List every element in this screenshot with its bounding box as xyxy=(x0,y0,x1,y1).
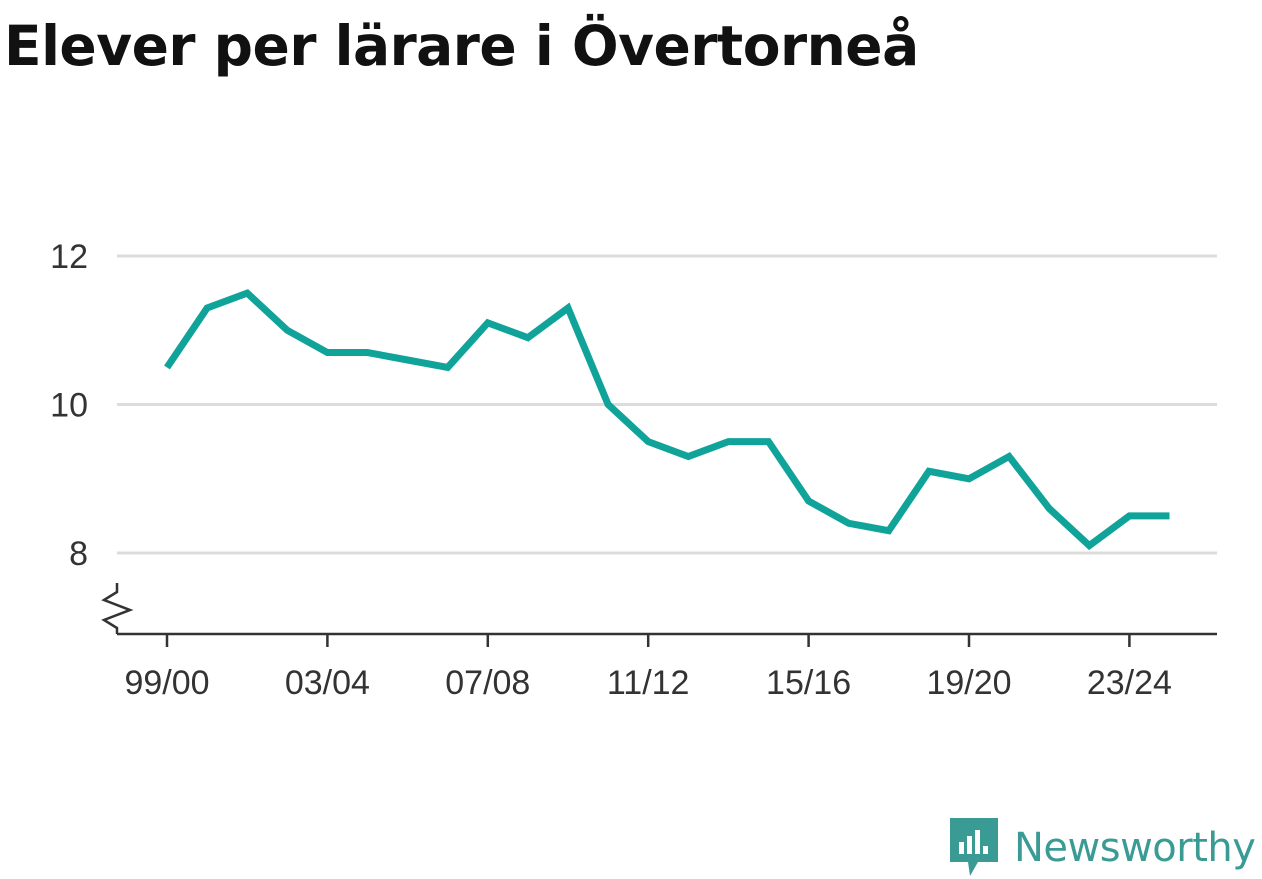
x-tick-label: 07/08 xyxy=(445,664,530,702)
y-tick-label: 10 xyxy=(50,387,88,425)
x-axis: 99/00 03/04 07/08 11/12 15/16 19/20 23/24 xyxy=(117,632,1217,702)
x-tick-label: 03/04 xyxy=(285,664,370,702)
series-line xyxy=(164,289,1170,551)
chart-title: Elever per lärare i Övertorneå xyxy=(4,14,919,78)
x-tick-label: 19/20 xyxy=(926,664,1011,702)
x-tick-label: 15/16 xyxy=(766,664,851,702)
grid-lines xyxy=(117,254,1217,555)
series-layer xyxy=(164,289,1170,551)
y-tick-label: 8 xyxy=(69,535,88,573)
x-tick-label: 11/12 xyxy=(607,664,690,702)
y-axis-break-icon xyxy=(101,583,134,634)
axis-break-zigzag xyxy=(101,583,134,634)
y-axis-labels: 8 10 12 xyxy=(50,238,88,573)
x-tick-label: 23/24 xyxy=(1087,664,1172,702)
brand-name: Newsworthy xyxy=(1014,825,1256,871)
x-tick-label: 99/00 xyxy=(124,664,209,702)
newsworthy-brand: Newsworthy xyxy=(950,818,1256,878)
newsworthy-logo-icon xyxy=(950,818,998,876)
y-tick-label: 12 xyxy=(50,238,88,276)
